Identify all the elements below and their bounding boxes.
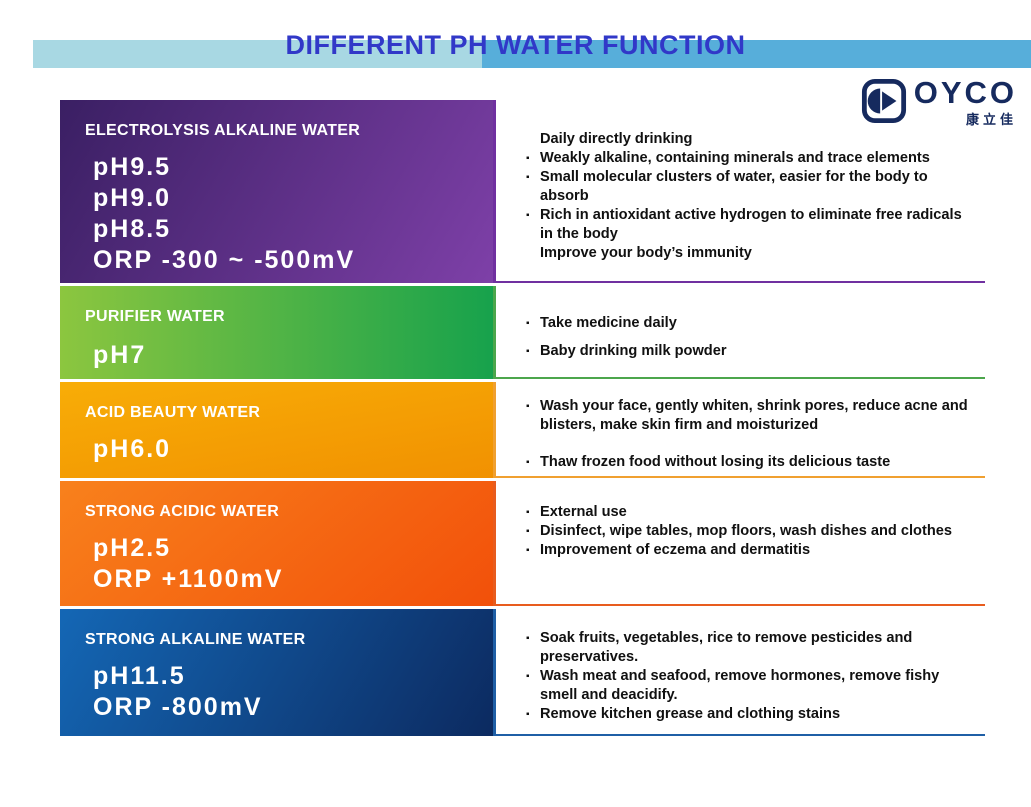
section-strong-alkaline-water: STRONG ALKALINE WATER pH11.5 ORP -800mV ▪… — [60, 609, 985, 736]
function-item-text: Small molecular clusters of water, easie… — [540, 169, 928, 204]
ph-value: pH9.0 — [93, 184, 172, 212]
function-item: ▪Improve your body’s immunity — [526, 244, 975, 263]
bullet-marker-icon: ▪ — [526, 153, 530, 164]
function-item: ▪ Baby drinking milk powder — [526, 342, 975, 361]
section-functions: ▪ Take medicine daily ▪ Baby drinking milk … — [496, 286, 985, 379]
section-title: ACID BEAUTY WATER — [85, 404, 261, 421]
section-title: STRONG ALKALINE WATER — [85, 631, 306, 648]
function-item: ▪ Wash your face, gently whiten, shrink p… — [526, 397, 975, 435]
bullet-marker-icon: ▪ — [526, 457, 530, 468]
ph-values: pH11.5 ORP -800mV — [93, 661, 493, 723]
function-item: ▪ Soak fruits, vegetables, rice to remove… — [526, 629, 975, 667]
section-strong-acidic-water: STRONG ACIDIC WATER pH2.5 ORP +1100mV ▪ Ex… — [60, 481, 985, 606]
page-title: DIFFERENT PH WATER FUNCTION — [285, 30, 746, 60]
ph-values: pH2.5 ORP +1100mV — [93, 533, 493, 595]
ph-value: pH2.5 — [93, 534, 172, 562]
ph-value: pH6.0 — [93, 435, 172, 463]
sections: ELECTROLYSIS ALKALINE WATER pH9.5 pH9.0 pH… — [60, 100, 985, 739]
function-item-text: Thaw frozen food without losing its deli… — [540, 454, 891, 470]
bullet-marker-icon: ▪ — [526, 346, 530, 357]
brand-logo: OYCO 康立佳 — [861, 75, 1017, 129]
section-title: ELECTROLYSIS ALKALINE WATER — [85, 122, 361, 139]
function-item-text: Wash your face, gently whiten, shrink po… — [540, 398, 968, 433]
function-item-text: Take medicine daily — [540, 315, 677, 331]
section-divider-line — [493, 100, 496, 283]
ph-value: ORP +1100mV — [93, 565, 284, 593]
ph-value: ORP -800mV — [93, 693, 263, 721]
function-item-text: Improve your body’s immunity — [540, 245, 752, 261]
section-acid-beauty-water: ACID BEAUTY WATER pH6.0 ▪ Wash your face,… — [60, 382, 985, 478]
banner-left-segment — [33, 40, 482, 68]
function-item-text: Baby drinking milk powder — [540, 343, 727, 359]
bullet-marker-icon: ▪ — [526, 172, 530, 183]
bullet-marker-icon: ▪ — [526, 671, 530, 682]
section-functions: ▪ Wash your face, gently whiten, shrink p… — [496, 382, 985, 478]
function-item: ▪ Rich in antioxidant active hydrogen to … — [526, 206, 975, 244]
section-title: STRONG ACIDIC WATER — [85, 503, 280, 520]
bullet-marker-icon: ▪ — [526, 507, 530, 518]
function-item: ▪ Wash meat and seafood, remove hormones,… — [526, 667, 975, 705]
function-item-text: Weakly alkaline, containing minerals and… — [540, 150, 930, 166]
ph-value: pH7 — [93, 341, 147, 369]
function-item: ▪ Small molecular clusters of water, easi… — [526, 168, 975, 206]
bullet-marker-icon: ▪ — [526, 401, 530, 412]
function-item: ▪ Take medicine daily — [526, 314, 975, 333]
bullet-marker-icon: ▪ — [526, 526, 530, 537]
brand-chinese-name: 康立佳 — [965, 112, 1017, 127]
bullet-marker-icon: ▪ — [526, 709, 530, 720]
brand-logo-text: OYCO 康立佳 — [913, 75, 1017, 128]
function-item-text: Daily directly drinking — [540, 131, 693, 147]
function-item: ▪ Disinfect, wipe tables, mop floors, was… — [526, 522, 975, 541]
ph-value: pH9.5 — [93, 153, 172, 181]
play-square-logo-icon — [861, 78, 907, 129]
function-item: ▪ Thaw frozen food without losing its del… — [526, 453, 975, 472]
section-divider-line — [493, 286, 496, 379]
ph-value: ORP -300 ~ -500mV — [93, 246, 356, 274]
section-divider-line — [493, 609, 496, 736]
bullet-marker-icon: ▪ — [526, 210, 530, 221]
banner-right-segment — [482, 40, 1031, 68]
section-functions: ▪ External use ▪ Disinfect, wipe tables, mo… — [496, 481, 985, 606]
function-item: ▪ Remove kitchen grease and clothing stai… — [526, 705, 975, 724]
bullet-marker-icon: ▪ — [526, 633, 530, 644]
ph-values: pH6.0 — [93, 434, 493, 465]
bullet-marker-icon: ▪ — [526, 545, 530, 556]
section-electrolysis-alkaline-water: ELECTROLYSIS ALKALINE WATER pH9.5 pH9.0 pH… — [60, 100, 985, 283]
brand-name: OYCO — [913, 75, 1017, 110]
section-purifier-water: PURIFIER WATER pH7 ▪ Take medicine daily ▪… — [60, 286, 985, 379]
function-item: ▪ External use — [526, 503, 975, 522]
ph-value: pH8.5 — [93, 215, 172, 243]
header-banner — [33, 40, 1031, 68]
ph-value: pH11.5 — [93, 662, 186, 690]
function-item-text: Soak fruits, vegetables, rice to remove … — [540, 630, 913, 665]
function-item-text: Disinfect, wipe tables, mop floors, wash… — [540, 523, 952, 539]
function-item-text: Improvement of eczema and dermatitis — [540, 542, 811, 558]
bullet-marker-icon: ▪ — [526, 318, 530, 329]
section-divider-line — [493, 481, 496, 606]
function-item: ▪ Weakly alkaline, containing minerals an… — [526, 149, 975, 168]
function-item-text: Rich in antioxidant active hydrogen to e… — [540, 207, 962, 242]
function-item: ▪Daily directly drinking — [526, 130, 975, 149]
function-item-text: External use — [540, 504, 627, 520]
section-title: PURIFIER WATER — [85, 308, 225, 325]
section-functions: ▪Daily directly drinking▪Weakly alkaline… — [496, 100, 985, 283]
function-item-text: Remove kitchen grease and clothing stain… — [540, 706, 841, 722]
function-item-text: Wash meat and seafood, remove hormones, … — [540, 668, 940, 703]
function-item: ▪ Improvement of eczema and dermatitis — [526, 541, 975, 560]
section-divider-line — [493, 382, 496, 478]
ph-values: pH7 — [93, 340, 493, 371]
section-functions: ▪ Soak fruits, vegetables, rice to remove… — [496, 609, 985, 736]
ph-values: pH9.5 pH9.0 pH8.5 ORP -300 ~ -500mV — [93, 152, 493, 276]
